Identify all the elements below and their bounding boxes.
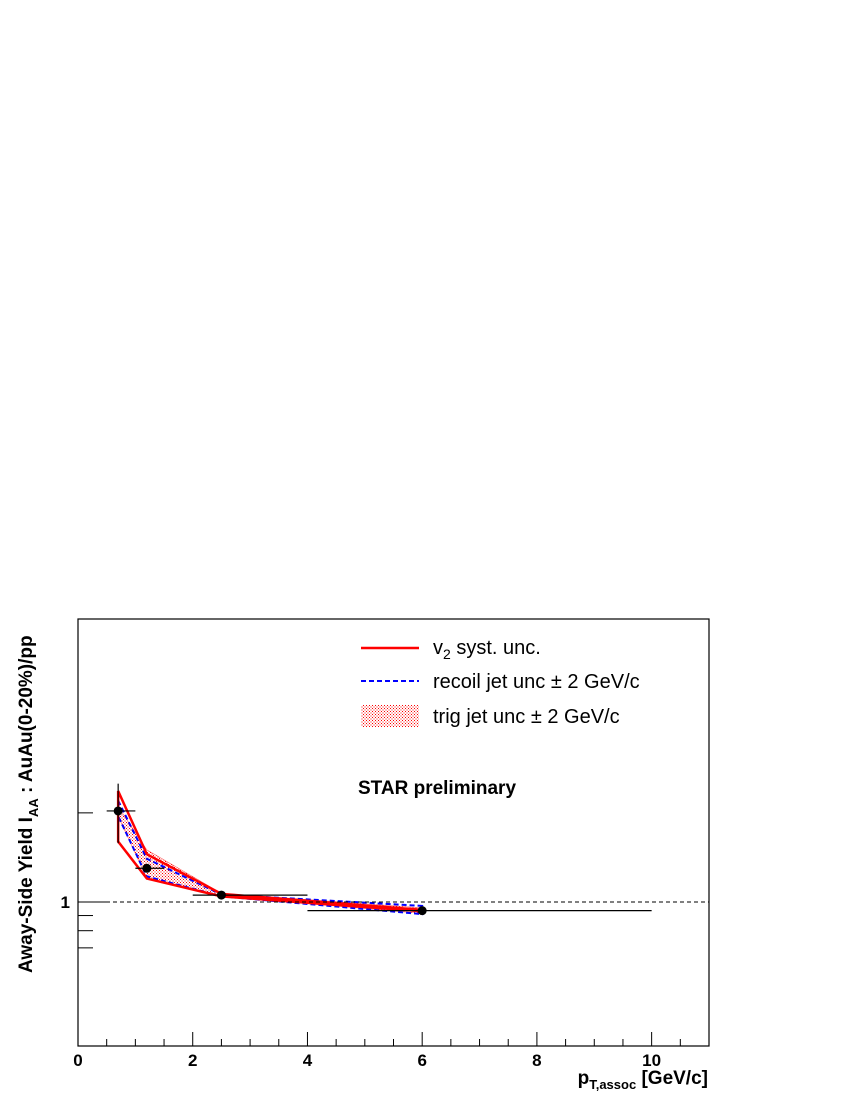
data-point-3-marker [417, 906, 427, 916]
x-tick-label-8: 8 [532, 1051, 541, 1070]
legend-label-recoil: recoil jet unc ± 2 GeV/c [433, 671, 640, 693]
legend-swatch-trig [361, 705, 419, 727]
legend-label-v2-sub: 2 [443, 646, 451, 662]
y-axis-label-rest: : AuAu(0-20%)/pp [16, 635, 37, 798]
x-axis-label-main: p [578, 1068, 590, 1089]
data-point-0-marker [113, 806, 123, 816]
star-preliminary-annotation: STAR preliminary [358, 778, 516, 799]
data-point-1 [135, 863, 165, 873]
data-point-2 [192, 890, 308, 900]
legend-label-v2: v2 syst. unc. [433, 637, 541, 662]
data-points [106, 783, 652, 916]
x-tick-label-2: 2 [188, 1051, 197, 1070]
y-axis-label-main: Away-Side Yield I [16, 817, 37, 973]
x-axis-label-sub: T,assoc [589, 1077, 636, 1092]
y-axis-label-sub: AA [26, 798, 41, 817]
x-tick-label-10: 10 [642, 1051, 661, 1070]
legend-label-v2-rest: syst. unc. [451, 637, 541, 659]
data-point-2-marker [216, 890, 226, 900]
data-point-0 [106, 783, 136, 844]
legend-label-trig: trig jet unc ± 2 GeV/c [433, 706, 620, 728]
x-axis-ticks: 0 2 4 6 8 10 [73, 1032, 710, 1070]
x-tick-label-0: 0 [73, 1051, 82, 1070]
y-axis-label: Away-Side Yield IAA : AuAu(0-20%)/pp [16, 635, 41, 973]
x-axis-label-unit: [GeV/c] [636, 1068, 708, 1089]
x-axis-label: pT,assoc [GeV/c] [578, 1068, 708, 1092]
x-tick-label-4: 4 [303, 1051, 313, 1070]
y-tick-label-1: 1 [61, 893, 70, 912]
data-point-1-marker [142, 863, 152, 873]
legend-label-v2-main: v [433, 637, 443, 659]
v2-syst-band [116, 790, 424, 913]
data-point-3 [307, 906, 652, 916]
legend: v2 syst. unc. recoil jet unc ± 2 GeV/c t… [361, 637, 640, 728]
y-axis-ticks: 1 [61, 812, 108, 949]
x-tick-label-6: 6 [417, 1051, 426, 1070]
